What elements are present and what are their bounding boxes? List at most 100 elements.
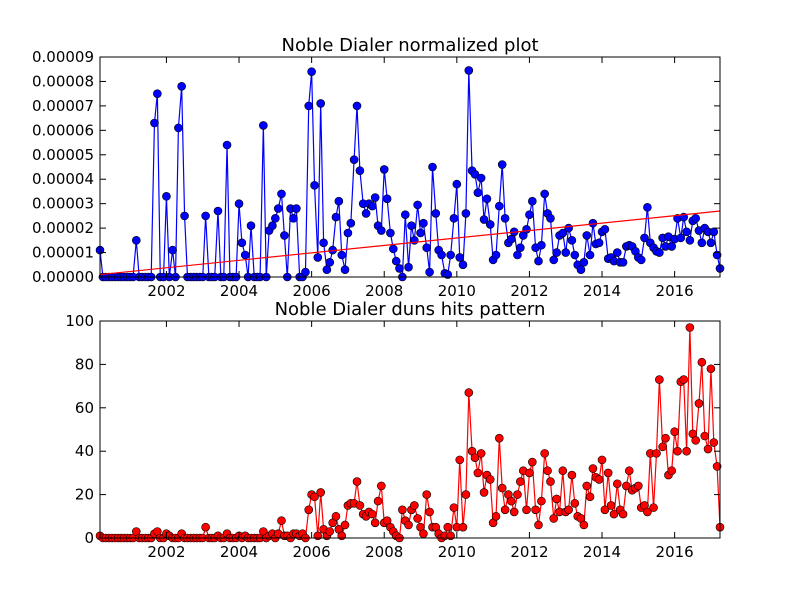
data-point bbox=[292, 204, 301, 213]
data-point bbox=[567, 470, 577, 480]
data-point bbox=[513, 250, 522, 260]
data-point bbox=[377, 226, 386, 235]
data-point bbox=[576, 265, 586, 274]
data-point bbox=[222, 140, 232, 150]
y-tick-label: 0.00001 bbox=[32, 244, 94, 262]
data-point bbox=[491, 250, 501, 260]
y-tick-label: 0.00009 bbox=[32, 48, 94, 66]
data-point bbox=[310, 181, 319, 190]
data-point bbox=[636, 255, 646, 265]
data-point bbox=[543, 466, 552, 476]
data-point bbox=[416, 228, 425, 238]
data-point bbox=[549, 514, 559, 523]
data-point bbox=[289, 214, 298, 223]
data-point bbox=[582, 231, 592, 240]
data-point bbox=[649, 503, 658, 512]
data-point bbox=[594, 475, 604, 484]
data-point bbox=[609, 509, 619, 519]
data-point bbox=[280, 231, 289, 240]
data-point bbox=[455, 455, 465, 465]
data-point bbox=[479, 215, 489, 224]
data-point bbox=[449, 503, 459, 512]
data-point bbox=[422, 490, 431, 499]
x-tick-label: 2004 bbox=[220, 543, 258, 561]
data-point bbox=[419, 218, 428, 228]
data-point bbox=[316, 488, 326, 497]
data-point bbox=[600, 505, 610, 515]
data-point bbox=[391, 256, 401, 266]
data-point bbox=[685, 236, 695, 245]
x-tick-label: 2006 bbox=[293, 543, 331, 561]
data-point bbox=[313, 531, 323, 541]
y-tick-label: 0.00003 bbox=[32, 195, 94, 213]
y-tick-label: 0.00006 bbox=[32, 121, 94, 139]
data-point bbox=[561, 248, 571, 257]
data-point bbox=[355, 501, 365, 510]
data-point bbox=[174, 123, 183, 133]
x-tick-label: 2004 bbox=[220, 282, 258, 300]
data-point bbox=[682, 446, 691, 456]
x-tick-label: 2014 bbox=[583, 543, 621, 561]
chart-title: Noble Dialer normalized plot bbox=[281, 35, 538, 56]
data-point bbox=[579, 520, 589, 530]
data-point bbox=[343, 228, 353, 238]
data-point bbox=[606, 501, 616, 510]
data-point bbox=[537, 496, 546, 506]
data-point bbox=[431, 209, 441, 218]
data-point bbox=[513, 490, 522, 499]
x-tick-label: 2006 bbox=[293, 282, 331, 300]
data-point bbox=[624, 466, 634, 476]
data-point bbox=[506, 234, 516, 244]
data-point bbox=[319, 238, 328, 248]
data-point bbox=[552, 494, 561, 504]
data-point bbox=[694, 399, 704, 408]
data-point bbox=[546, 214, 555, 223]
data-point bbox=[482, 194, 492, 204]
data-point bbox=[600, 225, 610, 234]
data-point bbox=[579, 258, 589, 267]
data-point bbox=[709, 227, 719, 237]
data-point bbox=[334, 196, 344, 206]
data-point bbox=[558, 466, 568, 476]
data-point bbox=[131, 236, 141, 245]
x-tick-label: 2012 bbox=[510, 282, 548, 300]
data-point bbox=[622, 481, 631, 491]
data-point bbox=[307, 67, 316, 76]
data-point bbox=[177, 82, 186, 91]
data-point bbox=[679, 375, 689, 384]
y-tick-label: 0.00008 bbox=[32, 72, 94, 90]
data-point bbox=[534, 256, 543, 266]
data-point bbox=[506, 496, 516, 506]
data-point bbox=[377, 481, 386, 491]
data-point bbox=[355, 166, 365, 175]
data-point bbox=[404, 520, 413, 530]
data-point bbox=[525, 210, 534, 219]
data-point bbox=[700, 431, 710, 441]
data-point bbox=[419, 529, 428, 538]
data-point bbox=[528, 457, 537, 467]
data-point bbox=[712, 462, 722, 471]
data-point bbox=[373, 496, 383, 506]
data-point bbox=[485, 475, 495, 484]
data-point bbox=[240, 250, 250, 260]
data-point bbox=[455, 253, 465, 262]
data-point bbox=[585, 250, 595, 260]
data-point bbox=[528, 196, 537, 206]
data-point bbox=[331, 212, 341, 222]
data-point bbox=[301, 267, 310, 277]
data-point bbox=[180, 211, 189, 221]
data-point bbox=[382, 194, 392, 204]
data-point bbox=[337, 531, 347, 541]
data-point bbox=[379, 165, 389, 174]
data-point bbox=[367, 201, 377, 211]
data-point bbox=[534, 520, 543, 530]
data-point bbox=[676, 233, 686, 243]
x-tick-label: 2010 bbox=[438, 282, 476, 300]
data-point bbox=[273, 204, 283, 213]
data-point bbox=[361, 209, 371, 218]
data-point bbox=[461, 209, 471, 218]
y-tick-label: 0.00000 bbox=[32, 268, 94, 286]
data-point bbox=[325, 258, 335, 267]
data-point bbox=[697, 238, 707, 248]
data-point bbox=[425, 267, 434, 277]
